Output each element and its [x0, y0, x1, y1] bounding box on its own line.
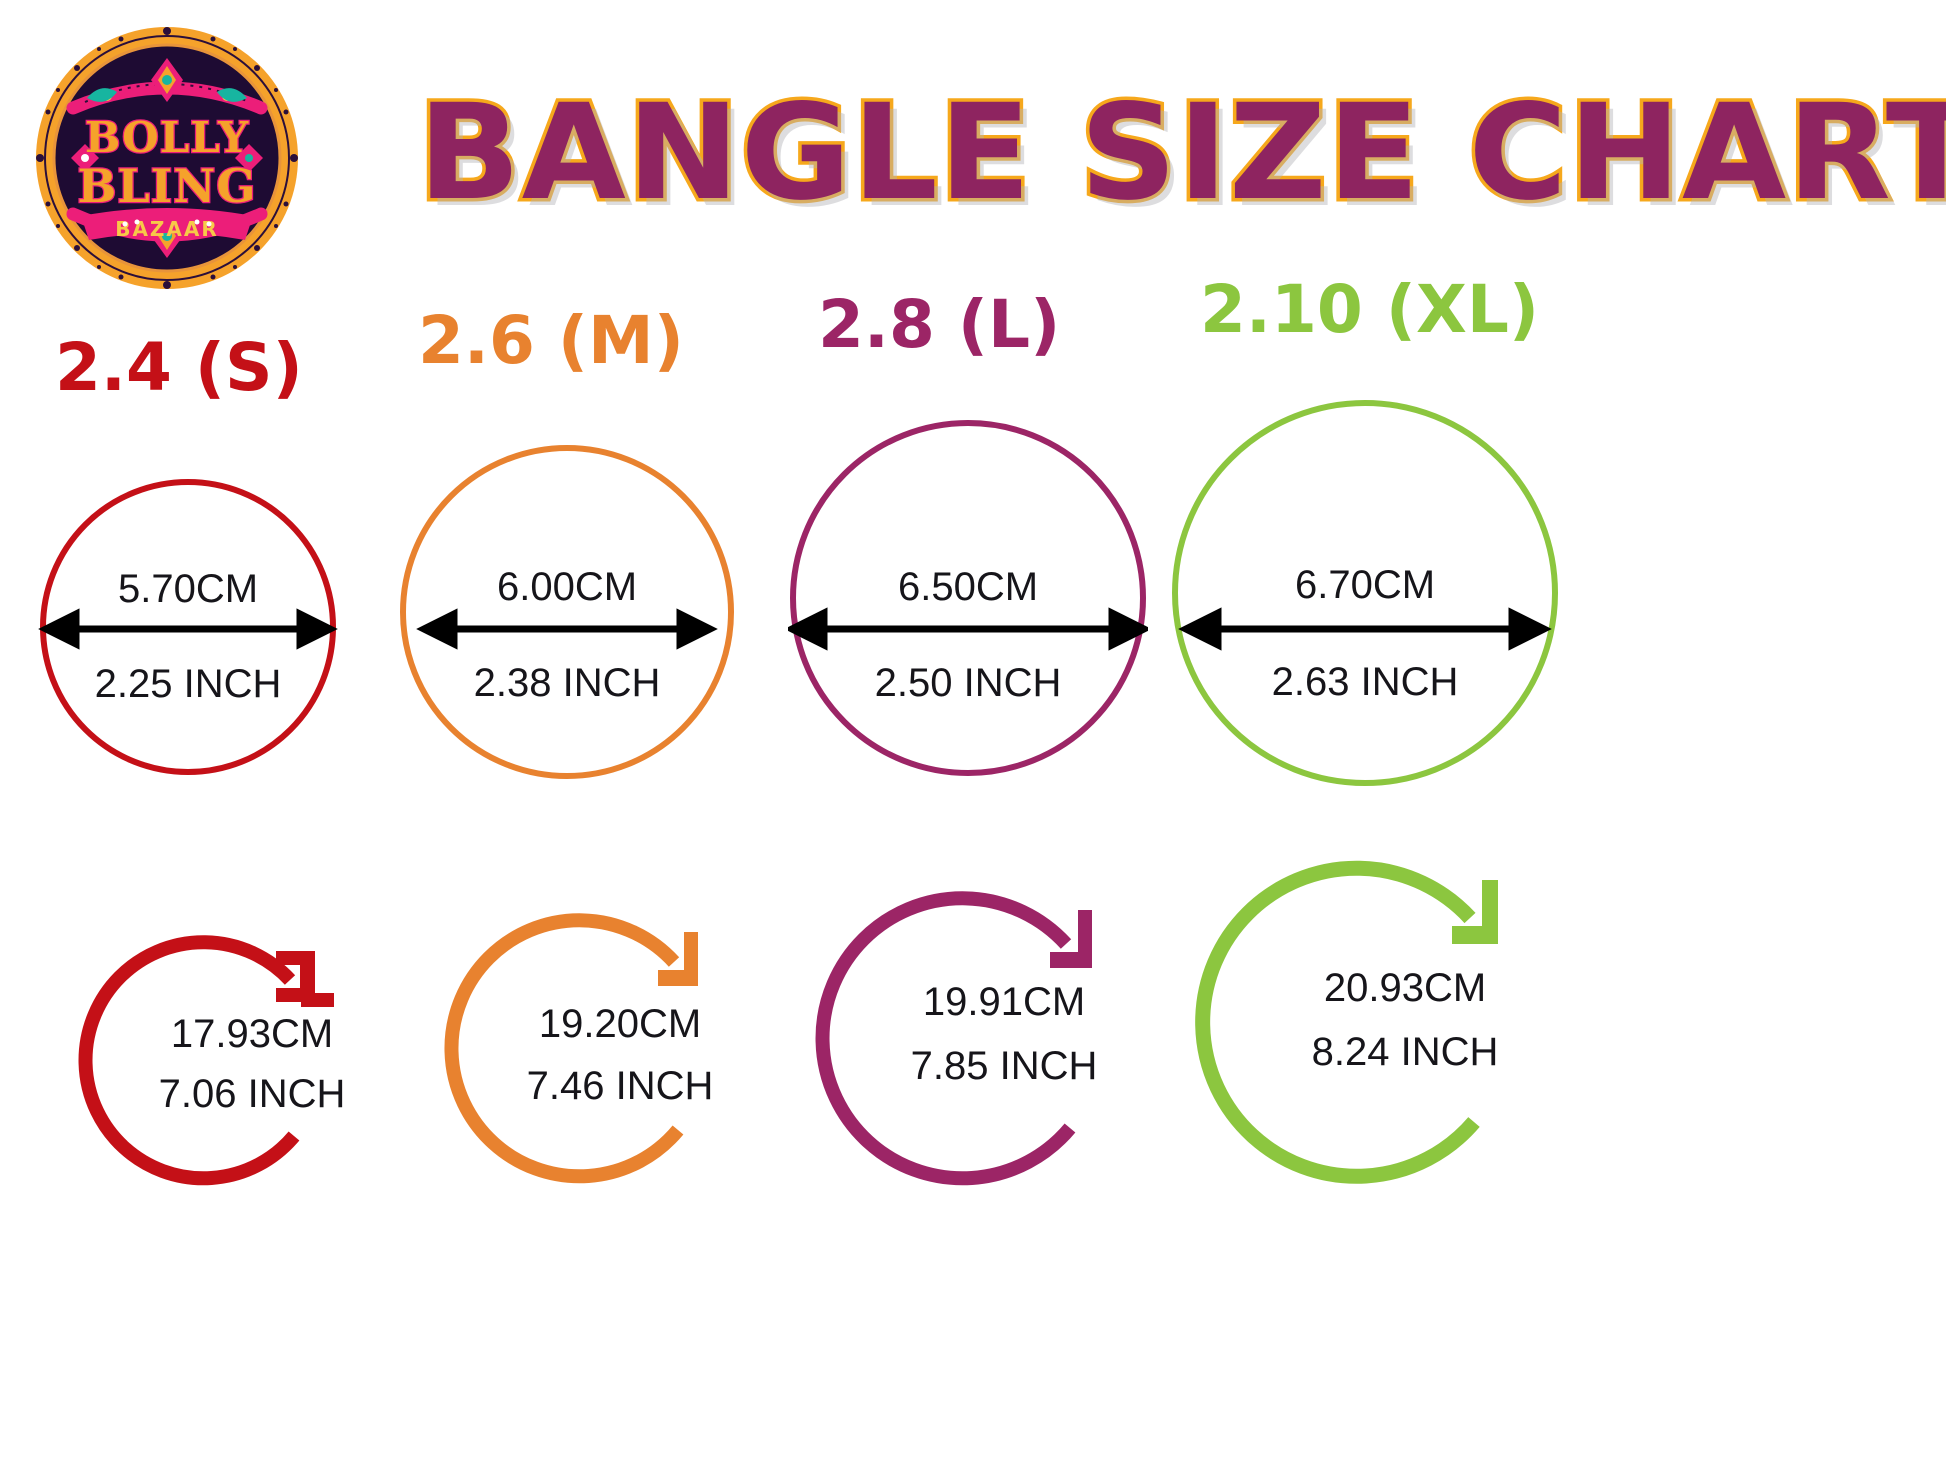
page-title: BANGLE SIZE CHART: [414, 75, 1946, 232]
diameter-circle-l: 6.50CM 2.50 INCH: [788, 418, 1148, 778]
circumference-inch-xl: 8.24 INCH: [1311, 1030, 1499, 1074]
svg-text:BAZAAR: BAZAAR: [115, 217, 219, 241]
circumference-cm-m: 19.20CM: [538, 1002, 702, 1046]
svg-text:BOLLY: BOLLY: [85, 113, 249, 162]
size-label-s: 2.4 (S): [55, 329, 303, 406]
diameter-cm-m: 6.00CM: [496, 565, 638, 609]
size-label-m: 2.6 (M): [418, 302, 684, 379]
circumference-inch-m: 7.46 INCH: [526, 1064, 714, 1108]
bolly-bling-bazaar-logo-icon: BOLLY BLING BAZAAR: [33, 24, 301, 292]
diameter-circle-m: 6.00CM 2.38 INCH: [398, 443, 736, 781]
diameter-cm-xl: 6.70CM: [1294, 563, 1436, 607]
circumference-inch-l: 7.85 INCH: [910, 1044, 1098, 1088]
diameter-circle-s: 5.70CM 2.25 INCH: [38, 477, 338, 777]
svg-text:BLING: BLING: [77, 159, 256, 213]
circumference-cm-xl: 20.93CM: [1323, 966, 1487, 1010]
diameter-inch-s: 2.25 INCH: [94, 662, 282, 706]
circumference-arc-s: 17.93CM 7.06 INCH: [62, 900, 362, 1200]
size-label-xl: 2.10 (XL): [1200, 271, 1540, 348]
circumference-cm-l: 19.91CM: [922, 980, 1086, 1024]
diameter-inch-l: 2.50 INCH: [874, 661, 1062, 705]
diameter-circle-xl: 6.70CM 2.63 INCH: [1170, 398, 1560, 788]
diameter-cm-s: 5.70CM: [117, 567, 259, 611]
circumference-arc-l: 19.91CM 7.85 INCH: [800, 860, 1148, 1208]
circumference-arc-xl: 20.93CM 8.24 INCH: [1178, 830, 1556, 1208]
diameter-inch-xl: 2.63 INCH: [1271, 660, 1459, 704]
circumference-arc-m: 19.20CM 7.46 INCH: [430, 882, 750, 1202]
diameter-cm-l: 6.50CM: [897, 565, 1039, 609]
circumference-cm-s: 17.93CM: [170, 1012, 334, 1056]
size-label-l: 2.8 (L): [818, 286, 1061, 363]
diameter-inch-m: 2.38 INCH: [473, 661, 661, 705]
circumference-inch-s: 7.06 INCH: [158, 1072, 346, 1116]
